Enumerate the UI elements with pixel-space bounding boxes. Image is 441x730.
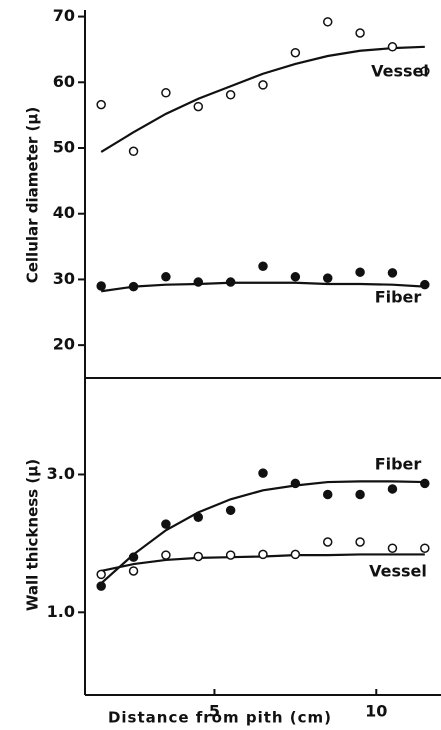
- y-tick-label: 50: [53, 138, 75, 157]
- data-point: [96, 281, 106, 291]
- x-axis-label: Distance from pith (cm): [108, 709, 332, 727]
- data-point: [355, 28, 365, 38]
- data-point: [225, 550, 236, 560]
- data-point: [258, 261, 268, 272]
- data-point: [193, 277, 204, 287]
- data-point: [322, 273, 333, 283]
- curve-label: Fiber: [375, 455, 422, 474]
- data-point: [322, 537, 333, 547]
- data-point: [161, 272, 171, 282]
- data-point: [161, 519, 171, 529]
- y-tick-label: 70: [53, 6, 75, 25]
- data-point: [258, 549, 268, 560]
- data-point: [420, 478, 430, 489]
- data-point: [161, 88, 171, 98]
- data-point: [128, 566, 139, 576]
- data-point: [96, 581, 106, 591]
- data-point: [420, 543, 430, 553]
- data-point: [161, 550, 171, 560]
- data-point: [193, 551, 204, 562]
- data-point: [128, 552, 139, 562]
- x-tick-label: 5: [209, 702, 220, 721]
- data-point: [225, 505, 236, 516]
- curve-label: Vessel: [371, 62, 429, 81]
- data-point: [290, 478, 301, 489]
- data-point: [96, 99, 106, 110]
- data-point: [258, 80, 268, 90]
- data-point: [322, 489, 333, 500]
- fit-curve: [101, 281, 425, 293]
- data-point: [290, 47, 301, 58]
- data-point: [322, 17, 333, 27]
- data-point: [355, 267, 365, 277]
- data-point: [290, 549, 301, 560]
- data-point: [387, 543, 398, 553]
- data-point: [420, 279, 430, 290]
- data-point: [355, 537, 365, 547]
- data-point: [225, 90, 236, 100]
- data-point: [387, 484, 398, 494]
- data-point: [387, 42, 398, 52]
- data-point: [128, 146, 139, 157]
- data-point: [193, 101, 204, 112]
- y-tick-label: 1.0: [47, 602, 75, 621]
- data-point: [355, 489, 365, 500]
- x-tick-label: 10: [365, 702, 387, 721]
- fit-curve: [100, 480, 425, 585]
- curve-label: Fiber: [375, 288, 422, 307]
- data-point: [420, 66, 430, 76]
- data-point: [128, 281, 139, 292]
- data-point: [225, 277, 236, 287]
- data-point: [290, 272, 301, 282]
- curve-label: Vessel: [369, 562, 427, 581]
- data-point: [193, 512, 204, 522]
- y-tick-label: 60: [53, 72, 75, 91]
- y-tick-label: 3.0: [47, 464, 75, 483]
- data-point: [96, 569, 106, 580]
- data-point: [387, 268, 398, 278]
- data-point: [258, 468, 268, 478]
- fit-curve: [100, 45, 425, 153]
- y-tick-label: 20: [53, 335, 75, 354]
- y-axis-label: Wall thickness (μ): [24, 459, 42, 611]
- y-tick-label: 40: [53, 203, 75, 222]
- y-axis-label: Cellular diameter (μ): [24, 107, 42, 284]
- y-tick-label: 30: [53, 269, 75, 288]
